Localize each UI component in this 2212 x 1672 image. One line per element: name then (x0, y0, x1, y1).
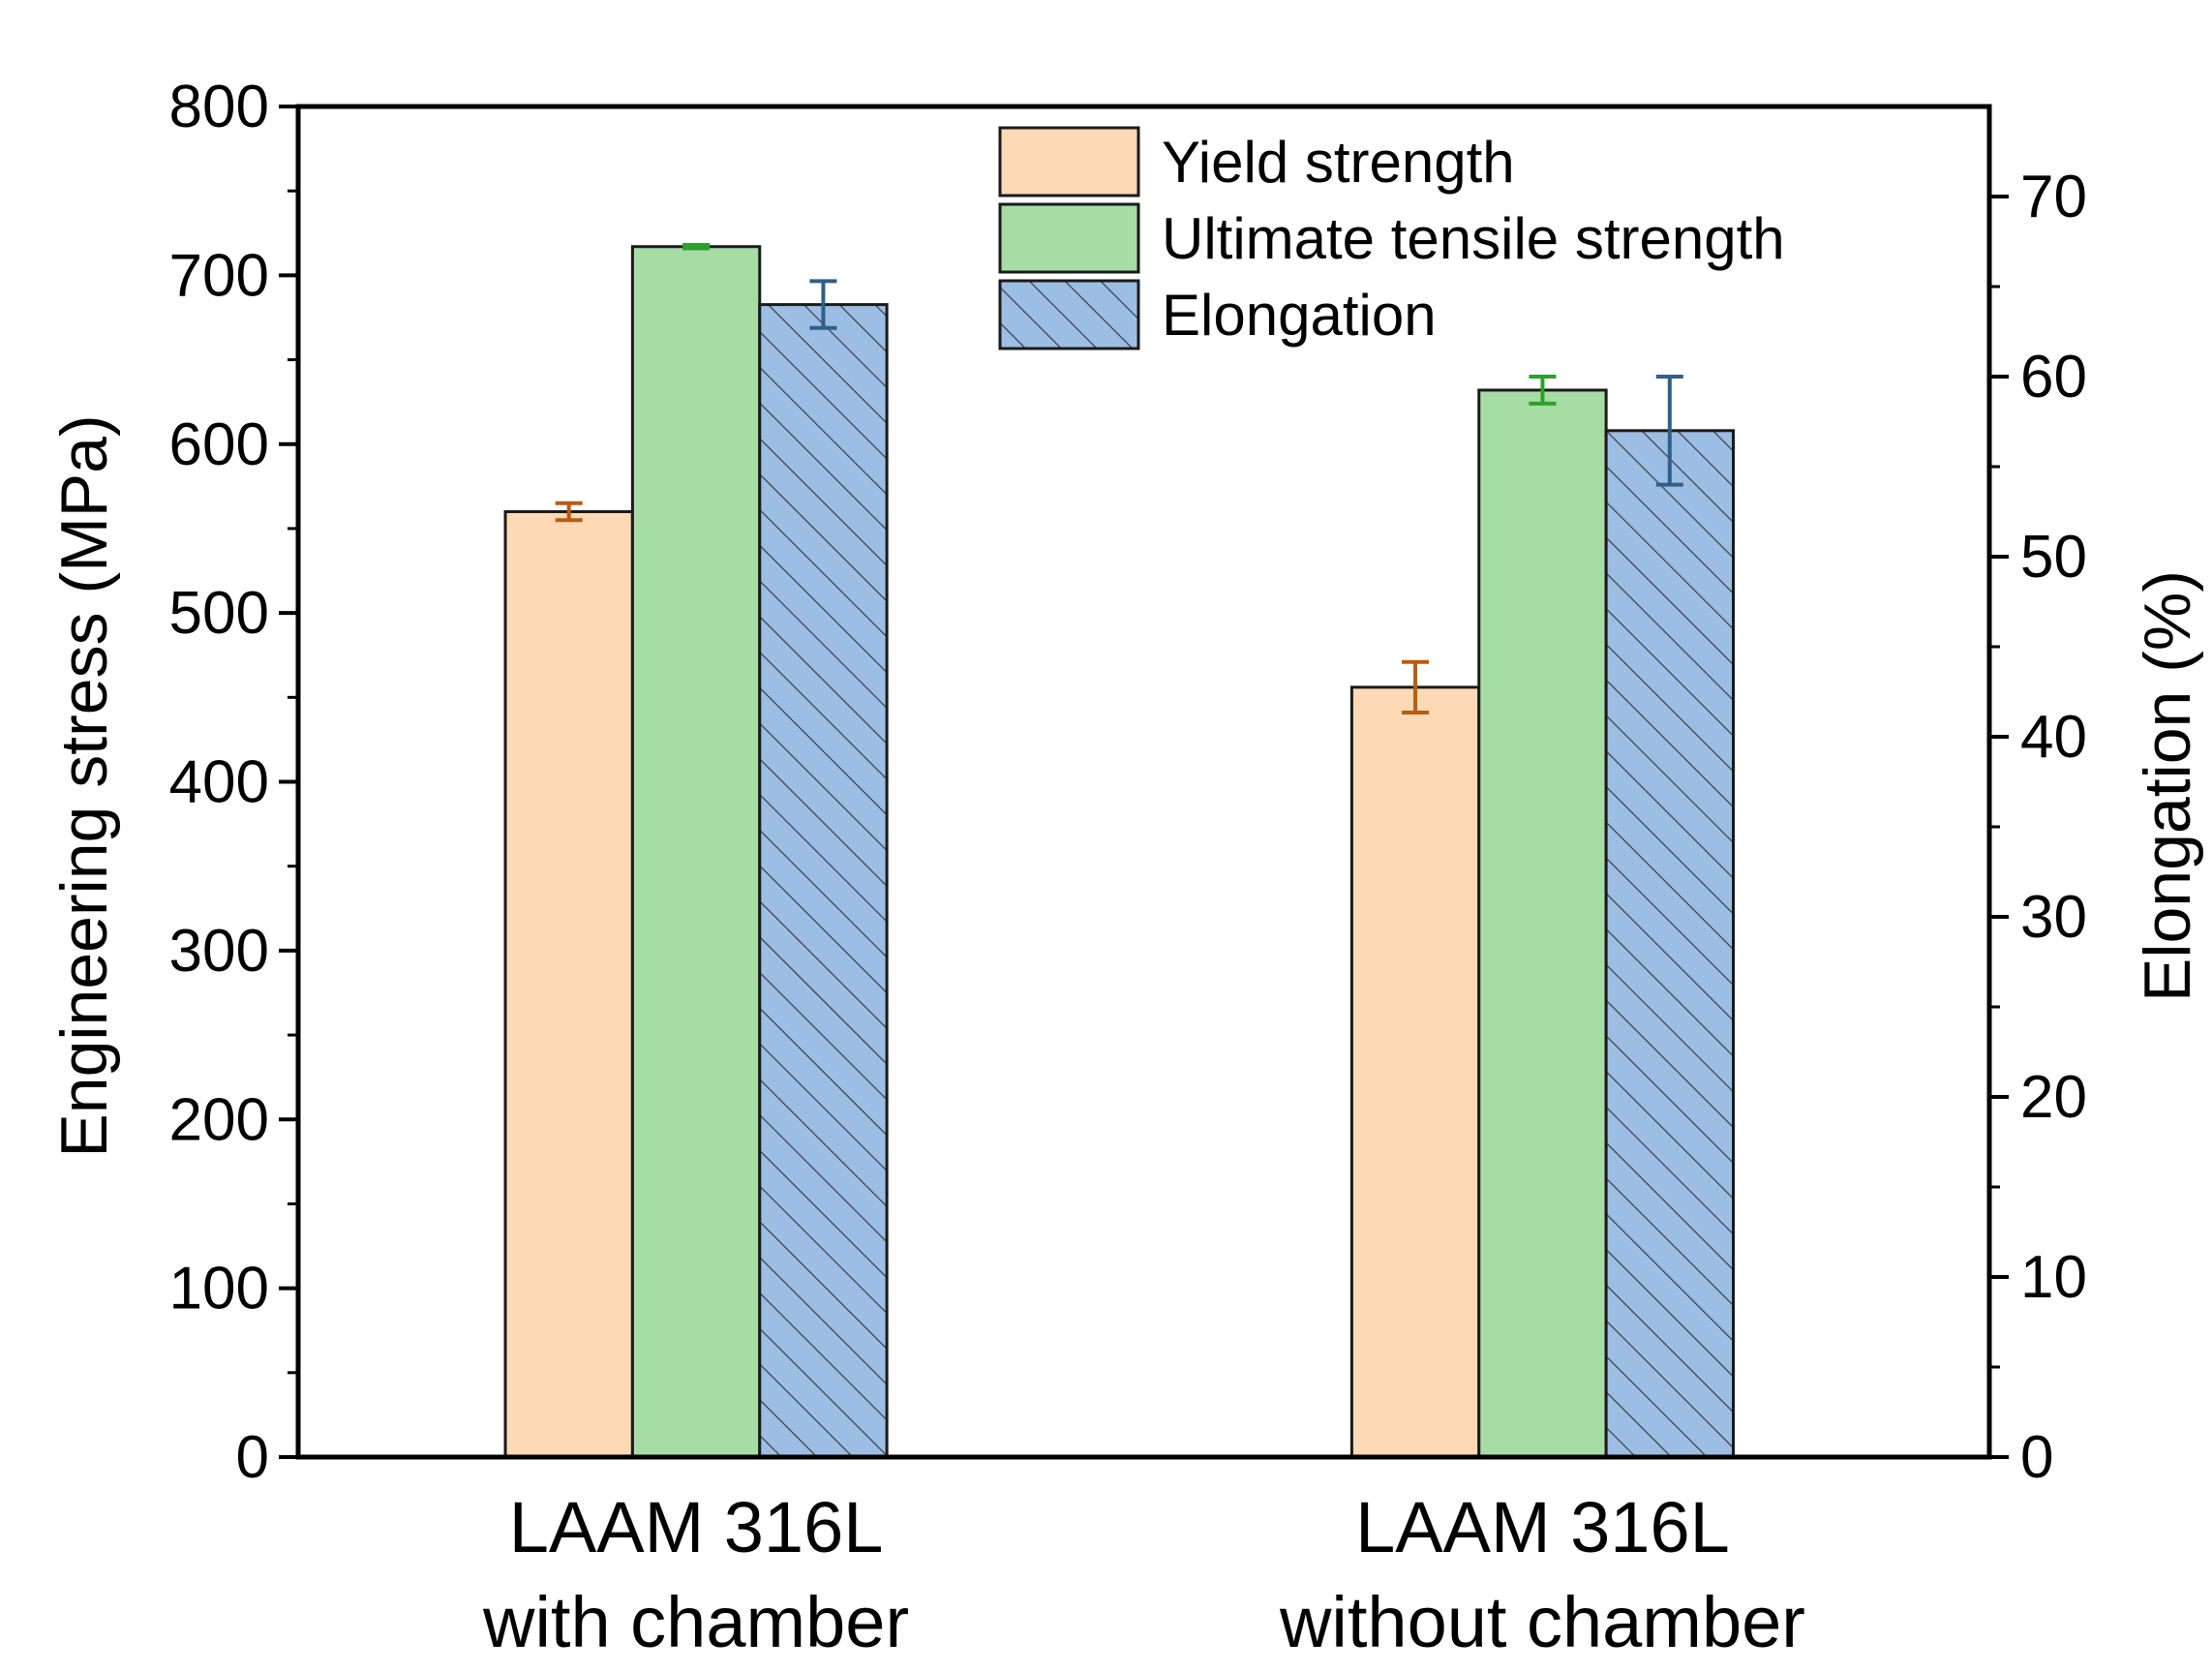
category-labels: LAAM 316L with chamber LAAM 316L without ch… (482, 1487, 1805, 1662)
legend-swatch (998, 279, 1140, 350)
legend: Yield strength Ultimate tensile strength E… (998, 126, 1785, 350)
category-label-1: LAAM 316L without chamber (1279, 1487, 1805, 1662)
y2-tick-label: 40 (2020, 704, 2087, 771)
bar-elongation-0 (758, 303, 889, 1459)
error-bar-ultimate-tensile-strength-0 (682, 242, 711, 251)
y2-tick-label: 20 (2020, 1064, 2087, 1131)
error-bar-elongation-1 (1655, 375, 1683, 487)
bars-layer (503, 245, 1736, 1459)
y-tick-label: 700 (169, 242, 269, 309)
legend-swatch (998, 202, 1140, 274)
legend-entry-ultimate-tensile-strength: Ultimate tensile strength (998, 202, 1785, 274)
y-tick-label: 500 (169, 580, 269, 647)
y-tick-label: 600 (169, 411, 269, 478)
legend-label: Ultimate tensile strength (1162, 206, 1785, 271)
y2-tick-label: 70 (2020, 164, 2087, 230)
right-axis: 0 10 20 30 40 50 60 70 (1989, 164, 2087, 1491)
error-bar-ultimate-tensile-strength-1 (1529, 375, 1557, 406)
y2-tick-label: 60 (2020, 344, 2087, 410)
y-tick-label: 200 (169, 1086, 269, 1153)
bar-ultimate-tensile-strength-1 (1477, 388, 1608, 1459)
bar-yield-strength-0 (503, 510, 634, 1459)
category-label-line: without chamber (1279, 1582, 1805, 1662)
category-label-line: LAAM 316L (1355, 1487, 1730, 1567)
y2-tick-label: 0 (2020, 1424, 2053, 1491)
y2-tick-label: 10 (2020, 1244, 2087, 1311)
bar-elongation-1 (1604, 429, 1736, 1459)
legend-entry-yield-strength: Yield strength (998, 126, 1515, 198)
error-bar-yield-strength-1 (1402, 659, 1430, 715)
error-bar-yield-strength-0 (555, 501, 583, 523)
category-label-0: LAAM 316L with chamber (482, 1487, 909, 1662)
y-tick-label: 0 (236, 1424, 269, 1491)
bar-yield-strength-1 (1349, 685, 1481, 1459)
legend-label: Yield strength (1162, 130, 1515, 195)
y-axis-title: Engineering stress (MPa) (47, 414, 121, 1157)
y2-tick-label: 30 (2020, 884, 2087, 951)
legend-label: Elongation (1162, 283, 1437, 348)
error-bars-layer (555, 242, 1683, 715)
y2-tick-label: 50 (2020, 524, 2087, 591)
y-tick-label: 300 (169, 918, 269, 985)
category-label-line: LAAM 316L (509, 1487, 884, 1567)
error-bar-elongation-0 (809, 279, 837, 330)
bar-ultimate-tensile-strength-0 (630, 245, 762, 1459)
y-tick-label: 800 (169, 74, 269, 140)
left-axis: 0 100 200 300 400 500 600 700 800 (169, 74, 298, 1491)
legend-swatch (998, 126, 1140, 198)
legend-entry-elongation: Elongation (998, 279, 1437, 350)
y-tick-label: 400 (169, 749, 269, 816)
y2-axis-title: Elongation (%) (2131, 570, 2204, 1002)
y-tick-label: 100 (169, 1256, 269, 1322)
category-label-line: with chamber (482, 1582, 909, 1662)
